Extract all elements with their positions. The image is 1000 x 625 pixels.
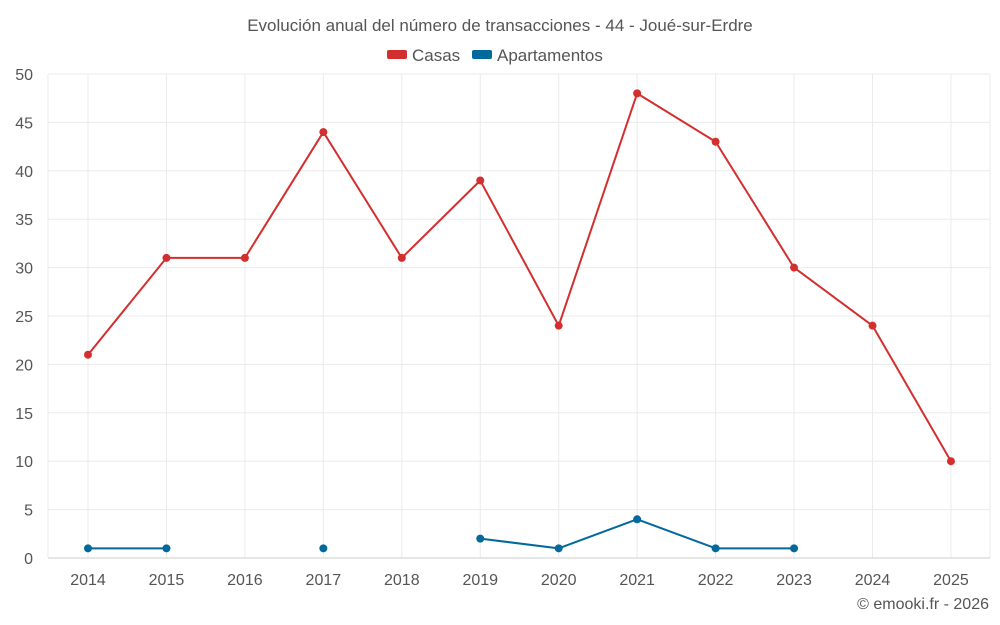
x-tick-label: 2022	[698, 572, 734, 589]
legend-item-apartamentos[interactable]: Apartamentos	[472, 46, 603, 65]
data-point-casas[interactable]	[554, 321, 563, 330]
legend-swatch-casas	[387, 50, 407, 59]
data-point-casas[interactable]	[711, 137, 720, 146]
y-tick-label: 40	[15, 164, 33, 181]
y-tick-label: 50	[15, 67, 33, 84]
y-tick-label: 15	[15, 406, 33, 423]
data-point-casas[interactable]	[868, 321, 877, 330]
data-point-apartamentos[interactable]	[711, 544, 720, 553]
data-point-casas[interactable]	[476, 176, 485, 185]
data-point-apartamentos[interactable]	[319, 544, 328, 553]
y-tick-label: 10	[15, 454, 33, 471]
y-tick-label: 25	[15, 309, 33, 326]
legend-label-casas: Casas	[412, 46, 460, 65]
data-point-apartamentos[interactable]	[554, 544, 563, 553]
data-point-casas[interactable]	[84, 350, 92, 359]
x-tick-label: 2023	[776, 572, 812, 589]
x-tick-label: 2021	[619, 572, 655, 589]
data-point-apartamentos[interactable]	[84, 544, 92, 553]
data-point-casas[interactable]	[946, 457, 955, 466]
x-axis-tick-labels: 2014 2015 2016 2017 2018 2019 2020 2021 2022 2023…	[70, 572, 969, 589]
x-tick-label: 2016	[227, 572, 263, 589]
x-tick-label: 2019	[462, 572, 498, 589]
x-tick-label: 2014	[70, 572, 106, 589]
series-casas	[84, 89, 955, 466]
data-point-casas[interactable]	[162, 253, 171, 262]
x-tick-label: 2017	[306, 572, 342, 589]
x-tick-label: 2024	[855, 572, 891, 589]
y-tick-label: 30	[15, 261, 33, 278]
credit-text: © emooki.fr - 2026	[857, 596, 989, 613]
y-tick-label: 35	[15, 212, 33, 229]
legend-swatch-apartamentos	[472, 50, 492, 59]
x-tick-label: 2020	[541, 572, 577, 589]
data-point-apartamentos[interactable]	[790, 544, 799, 553]
data-point-casas[interactable]	[397, 253, 406, 262]
x-tick-label: 2018	[384, 572, 420, 589]
data-point-casas[interactable]	[790, 263, 799, 272]
legend-item-casas[interactable]: Casas	[387, 46, 460, 65]
series-apartamentos	[84, 515, 799, 553]
x-tick-label: 2025	[933, 572, 969, 589]
y-tick-label: 20	[15, 357, 33, 374]
chart-title: Evolución anual del número de transaccio…	[247, 16, 753, 35]
y-tick-label: 45	[15, 115, 33, 132]
y-tick-label: 5	[24, 503, 33, 520]
data-point-apartamentos[interactable]	[633, 515, 642, 524]
y-axis-tick-labels: 0 5 10 15 20 25 30 35 40 45 50	[15, 67, 33, 568]
data-point-apartamentos[interactable]	[476, 534, 485, 543]
legend: Casas Apartamentos	[387, 46, 603, 65]
data-point-casas[interactable]	[319, 128, 328, 137]
series-layer	[84, 89, 955, 553]
data-point-casas[interactable]	[240, 253, 249, 262]
y-gridlines	[48, 73, 990, 511]
legend-label-apartamentos: Apartamentos	[497, 46, 603, 65]
x-gridlines	[47, 74, 991, 558]
data-point-apartamentos[interactable]	[162, 544, 171, 553]
x-tick-label: 2015	[149, 572, 185, 589]
data-point-casas[interactable]	[633, 89, 642, 98]
series-line-casas	[87, 92, 952, 462]
y-tick-label: 0	[24, 551, 33, 568]
